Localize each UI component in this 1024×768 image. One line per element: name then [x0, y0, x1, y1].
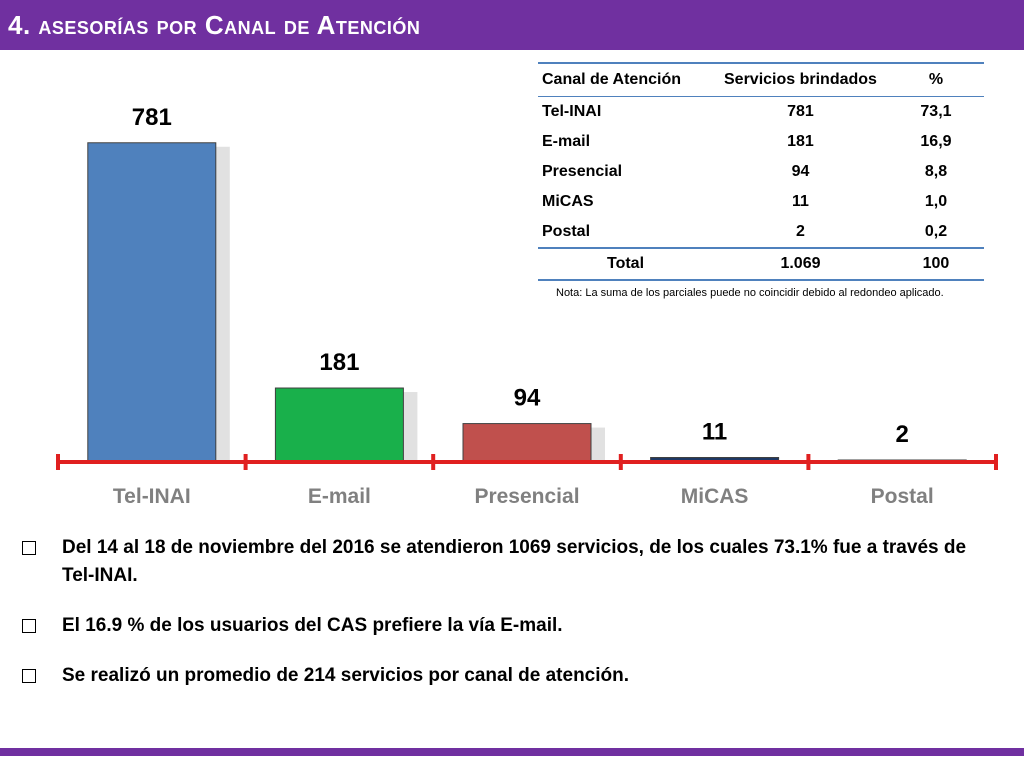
table-row: MiCAS 11 1,0	[538, 187, 984, 217]
table-cell: 73,1	[920, 103, 952, 120]
bullet-item: Se realizó un promedio de 214 servicios …	[22, 662, 1002, 690]
summary-bullets: Del 14 al 18 de noviembre del 2016 se at…	[22, 534, 1002, 712]
checkbox-bullet-icon	[22, 619, 36, 633]
table-header: Servicios brindados	[713, 62, 888, 97]
table-cell: 8,8	[924, 163, 948, 180]
table-cell: 181	[787, 133, 814, 150]
data-label: 2	[896, 421, 909, 448]
table-total-row: Total 1.069 100	[538, 247, 984, 281]
data-label: 781	[132, 104, 172, 131]
title-bar: 4. asesorías por Canal de Atención	[0, 0, 1024, 50]
data-label: 11	[702, 419, 727, 446]
table-header: Canal de Atención	[538, 62, 714, 97]
table-cell: 16,9	[920, 133, 952, 150]
table-cell: 94	[791, 163, 810, 180]
table-row: Postal 2 0,2	[538, 217, 984, 248]
table-header: %	[887, 62, 984, 97]
table-cell: Presencial	[542, 163, 623, 180]
table-cell: 11	[792, 193, 809, 210]
bar-chart: 781 Tel-INAI 181 E-mail 94 Presencial 11 MiCAS 2…	[56, 104, 998, 508]
bullet-text: Del 14 al 18 de noviembre del 2016 se at…	[62, 537, 967, 586]
table-cell: Postal	[542, 223, 591, 240]
checkbox-bullet-icon	[22, 669, 36, 683]
table-cell: 0,2	[924, 223, 948, 240]
table-note: Nota: La suma de los parciales puede no …	[556, 287, 944, 299]
bullet-item: Del 14 al 18 de noviembre del 2016 se at…	[22, 534, 1002, 590]
slide-title: 4. asesorías por Canal de Atención	[8, 10, 421, 40]
category-label: E-mail	[308, 485, 371, 508]
table-total-percent: 100	[887, 247, 984, 281]
services-table: Canal de Atención Servicios brindados % …	[538, 62, 984, 281]
bottom-bar	[0, 748, 1024, 756]
table-row: E-mail 181 16,9	[538, 127, 984, 157]
bar-bevel	[278, 391, 401, 459]
table-row: Tel-INAI 781 73,1	[538, 97, 984, 128]
table-total-value: 1.069	[713, 247, 888, 281]
data-label: 181	[319, 349, 359, 376]
table-cell: 2	[796, 223, 805, 240]
category-label: Presencial	[474, 485, 579, 508]
table-cell: 1,0	[924, 193, 948, 210]
data-label: 94	[514, 385, 541, 412]
table-total-label: Total	[538, 247, 714, 281]
bullet-text: Se realizó un promedio de 214 servicios …	[62, 665, 630, 686]
category-label: MiCAS	[681, 485, 749, 508]
checkbox-bullet-icon	[22, 541, 36, 555]
category-label: Tel-INAI	[113, 485, 191, 508]
bullet-text: El 16.9 % de los usuarios del CAS prefie…	[62, 615, 563, 636]
table-cell: MiCAS	[542, 193, 594, 210]
table-header-row: Canal de Atención Servicios brindados %	[538, 62, 984, 97]
bar-bevel	[90, 145, 213, 460]
table-cell: Tel-INAI	[542, 103, 602, 120]
bullet-item: El 16.9 % de los usuarios del CAS prefie…	[22, 612, 1002, 640]
bar-bevel	[466, 426, 588, 459]
table-cell: 781	[787, 103, 814, 120]
table-row: Presencial 94 8,8	[538, 157, 984, 187]
category-label: Postal	[871, 485, 934, 508]
table-cell: E-mail	[542, 133, 591, 150]
